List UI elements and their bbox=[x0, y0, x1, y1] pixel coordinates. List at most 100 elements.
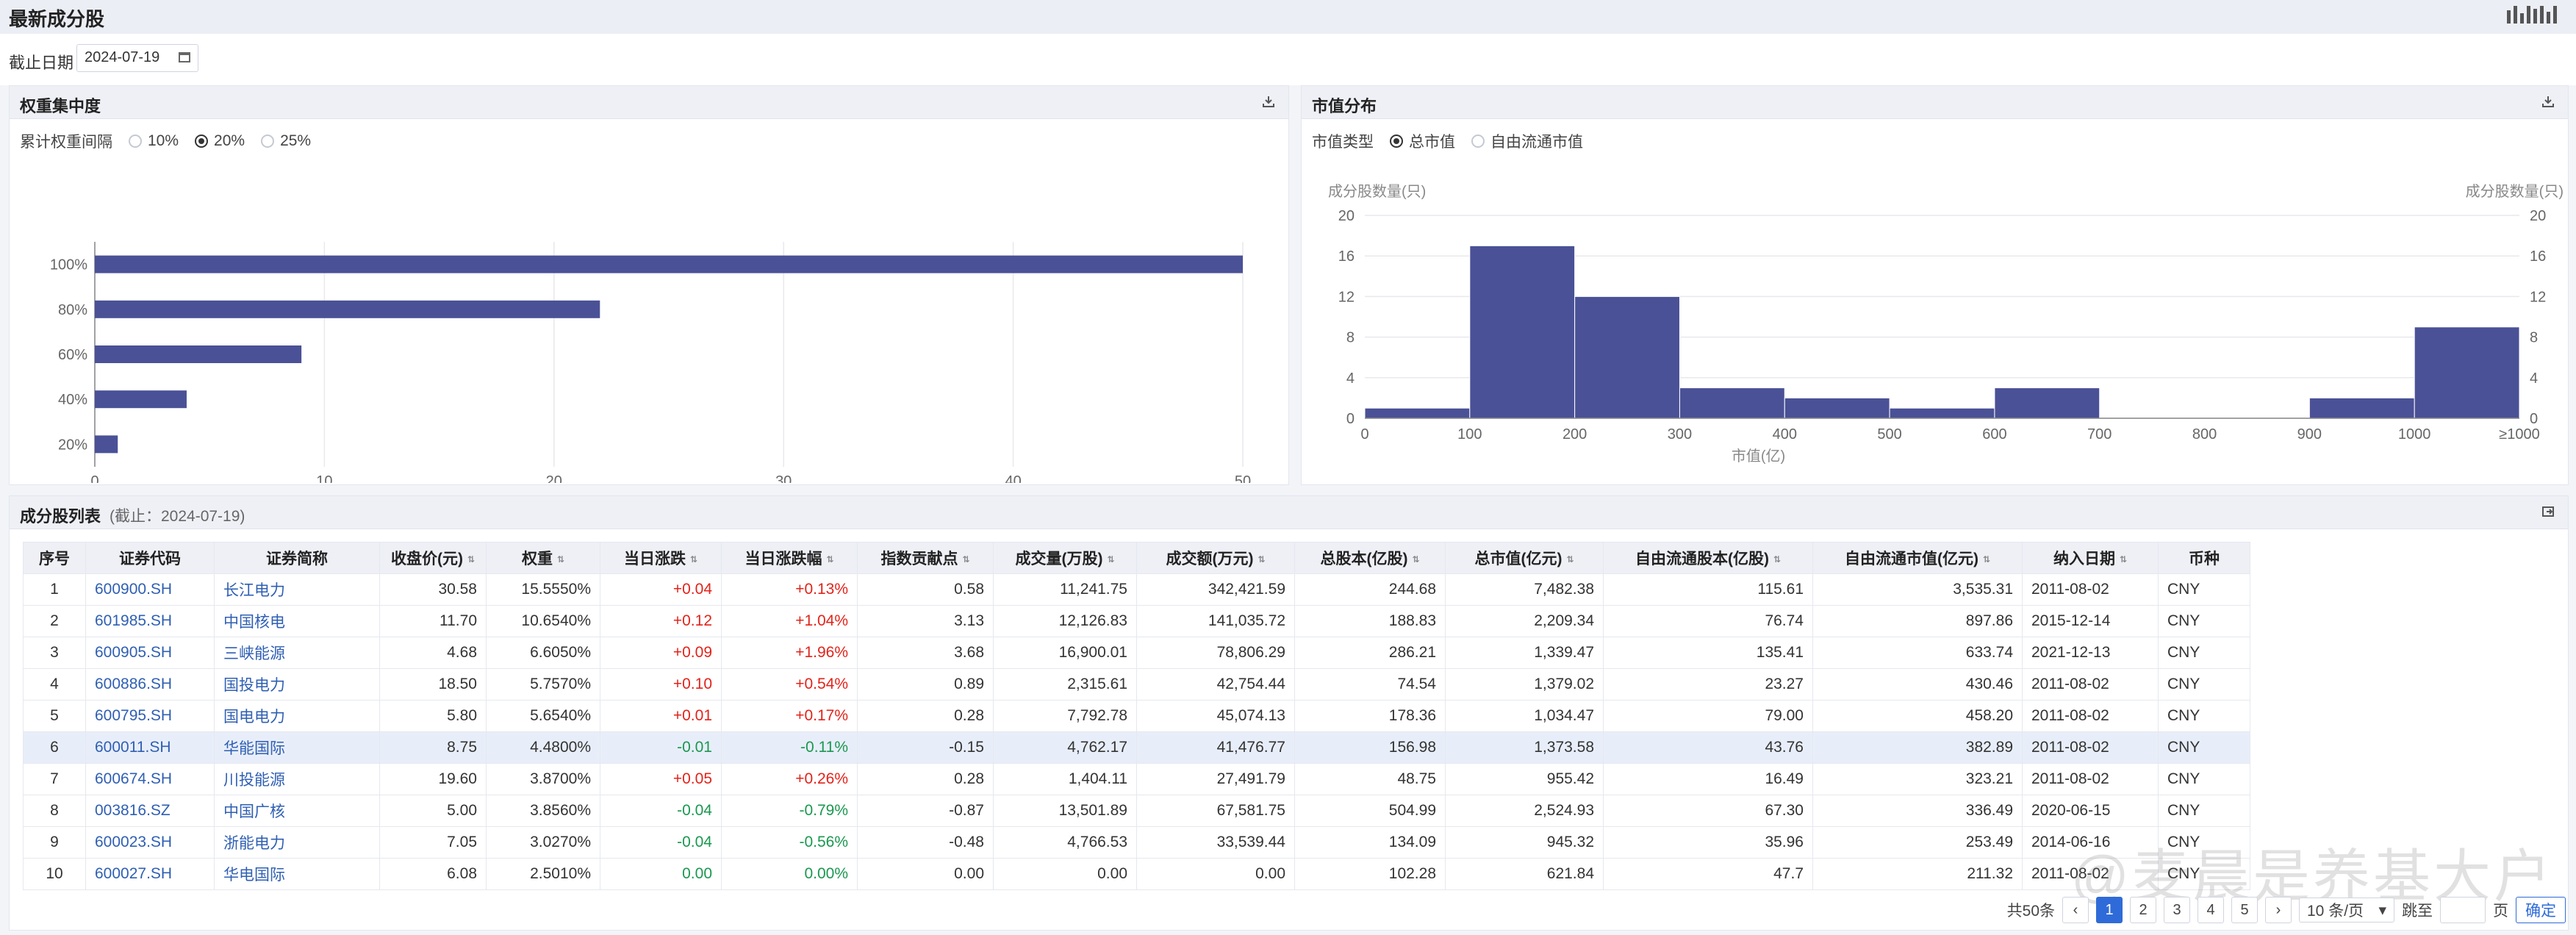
table-row[interactable]: 2 601985.SH 中国核电 11.70 10.6540% +0.12 +1.04% 3.… bbox=[23, 605, 2250, 637]
column-header[interactable]: 纳入日期 ⇅ bbox=[2022, 542, 2159, 574]
table-cell: 135.41 bbox=[1603, 637, 1813, 669]
table-cell: +0.54% bbox=[721, 668, 858, 701]
sort-icon[interactable]: ⇅ bbox=[1773, 554, 1782, 565]
prev-page-button[interactable]: ‹ bbox=[2062, 897, 2089, 923]
sort-icon[interactable]: ⇅ bbox=[962, 554, 970, 565]
table-cell: 76.74 bbox=[1603, 605, 1813, 637]
table-cell[interactable]: 国投电力 bbox=[214, 668, 380, 701]
total-count: 共50条 bbox=[2006, 903, 2055, 920]
page-button-4[interactable]: 4 bbox=[2198, 897, 2224, 923]
radio-free-float-mcap[interactable]: 自由流通市值 bbox=[1471, 130, 1583, 152]
table-cell: 504.99 bbox=[1294, 795, 1446, 827]
column-header-label: 证券简称 bbox=[266, 551, 328, 567]
table-row[interactable]: 9 600023.SH 浙能电力 7.05 3.0270% -0.04 -0.56% -0.4… bbox=[23, 826, 2250, 859]
page-button-1[interactable]: 1 bbox=[2096, 897, 2123, 923]
table-row[interactable]: 7 600674.SH 川投能源 19.60 3.8700% +0.05 +0.26% 0.2… bbox=[23, 763, 2250, 795]
table-cell[interactable]: 600027.SH bbox=[85, 858, 215, 890]
page-button-2[interactable]: 2 bbox=[2130, 897, 2156, 923]
column-header-label: 成交量(万股) bbox=[1015, 551, 1103, 567]
table-cell[interactable]: 华电国际 bbox=[214, 858, 380, 890]
column-header[interactable]: 权重 ⇅ bbox=[486, 542, 600, 574]
export-icon[interactable] bbox=[2541, 505, 2555, 518]
download-icon[interactable] bbox=[2541, 95, 2555, 108]
radio-label: 10% bbox=[148, 132, 179, 149]
sort-icon[interactable]: ⇅ bbox=[826, 554, 834, 565]
table-cell: 7 bbox=[23, 763, 86, 795]
barcode-icon[interactable] bbox=[2507, 4, 2566, 24]
table-row[interactable]: 6 600011.SH 华能国际 8.75 4.4800% -0.01 -0.11% -0.1… bbox=[23, 731, 2250, 764]
page-button-5[interactable]: 5 bbox=[2231, 897, 2258, 923]
table-row[interactable]: 4 600886.SH 国投电力 18.50 5.7570% +0.10 +0.54% 0.8… bbox=[23, 668, 2250, 701]
column-header[interactable]: 自由流通股本(亿股) ⇅ bbox=[1603, 542, 1813, 574]
download-icon[interactable] bbox=[1262, 95, 1275, 108]
jump-page-input[interactable] bbox=[2440, 897, 2486, 923]
table-row[interactable]: 3 600905.SH 三峡能源 4.68 6.6050% +0.09 +1.96% 3.68… bbox=[23, 637, 2250, 669]
sort-icon[interactable]: ⇅ bbox=[1566, 554, 1574, 565]
x-tick-label: 20 bbox=[546, 473, 562, 483]
table-cell: -0.79% bbox=[721, 795, 858, 827]
date-picker[interactable]: 2024-07-19 bbox=[76, 44, 198, 72]
table-cell[interactable]: 三峡能源 bbox=[214, 637, 380, 669]
table-cell[interactable]: 600900.SH bbox=[85, 573, 215, 606]
table-cell[interactable]: 600905.SH bbox=[85, 637, 215, 669]
radio-20pct[interactable]: 20% bbox=[195, 132, 245, 150]
sort-icon[interactable]: ⇅ bbox=[1257, 554, 1266, 565]
table-cell: 11,241.75 bbox=[993, 573, 1137, 606]
column-header[interactable]: 当日涨跌幅 ⇅ bbox=[721, 542, 858, 574]
table-row[interactable]: 8 003816.SZ 中国广核 5.00 3.8560% -0.04 -0.79% -0.8… bbox=[23, 795, 2250, 827]
page-title: 最新成分股 bbox=[9, 8, 105, 30]
table-cell[interactable]: 华能国际 bbox=[214, 731, 380, 764]
table-cell: 156.98 bbox=[1294, 731, 1446, 764]
page-button-3[interactable]: 3 bbox=[2164, 897, 2190, 923]
sort-icon[interactable]: ⇅ bbox=[689, 554, 698, 565]
table-cell: -0.87 bbox=[857, 795, 994, 827]
histogram-bar bbox=[2308, 397, 2415, 419]
table-cell[interactable]: 浙能电力 bbox=[214, 826, 380, 859]
radio-total-mcap[interactable]: 总市值 bbox=[1390, 130, 1455, 152]
column-header[interactable]: 总股本(亿股) ⇅ bbox=[1294, 542, 1446, 574]
radio-label: 20% bbox=[214, 132, 245, 149]
table-cell[interactable]: 600886.SH bbox=[85, 668, 215, 701]
table-row[interactable]: 5 600795.SH 国电电力 5.80 5.6540% +0.01 +0.17% 0.28… bbox=[23, 700, 2250, 732]
table-cell: 0.58 bbox=[857, 573, 994, 606]
sort-icon[interactable]: ⇅ bbox=[1412, 554, 1420, 565]
table-cell: 48.75 bbox=[1294, 763, 1446, 795]
table-cell: 35.96 bbox=[1603, 826, 1813, 859]
radio-25pct[interactable]: 25% bbox=[261, 132, 311, 150]
sort-icon[interactable]: ⇅ bbox=[1982, 554, 1991, 565]
table-cell[interactable]: 600795.SH bbox=[85, 700, 215, 732]
column-header-label: 证券代码 bbox=[119, 551, 181, 567]
column-header[interactable]: 总市值(亿元) ⇅ bbox=[1445, 542, 1604, 574]
table-cell[interactable]: 中国广核 bbox=[214, 795, 380, 827]
column-header[interactable]: 自由流通市值(亿元) ⇅ bbox=[1812, 542, 2023, 574]
table-cell[interactable]: 003816.SZ bbox=[85, 795, 215, 827]
table-cell[interactable]: 600011.SH bbox=[85, 731, 215, 764]
table-cell[interactable]: 国电电力 bbox=[214, 700, 380, 732]
column-header[interactable]: 当日涨跌 ⇅ bbox=[600, 542, 722, 574]
table-cell: 27,491.79 bbox=[1136, 763, 1295, 795]
table-cell[interactable]: 中国核电 bbox=[214, 605, 380, 637]
sort-icon[interactable]: ⇅ bbox=[556, 554, 565, 565]
table-row[interactable]: 1 600900.SH 长江电力 30.58 15.5550% +0.04 +0.13% 0.… bbox=[23, 573, 2250, 606]
table-cell[interactable]: 601985.SH bbox=[85, 605, 215, 637]
column-header[interactable]: 指数贡献点 ⇅ bbox=[857, 542, 994, 574]
sort-icon[interactable]: ⇅ bbox=[2119, 554, 2128, 565]
y-tick-label: 20% bbox=[58, 437, 87, 453]
table-cell: 342,421.59 bbox=[1136, 573, 1295, 606]
table-cell[interactable]: 长江电力 bbox=[214, 573, 380, 606]
next-page-button[interactable]: › bbox=[2265, 897, 2292, 923]
table-cell[interactable]: 600023.SH bbox=[85, 826, 215, 859]
table-cell[interactable]: 川投能源 bbox=[214, 763, 380, 795]
table-row[interactable]: 10 600027.SH 华电国际 6.08 2.5010% 0.00 0.00% 0.00 0… bbox=[23, 858, 2250, 890]
column-header[interactable]: 成交量(万股) ⇅ bbox=[993, 542, 1137, 574]
confirm-button[interactable]: 确定 bbox=[2516, 897, 2566, 923]
column-header-label: 成交额(万元) bbox=[1166, 551, 1254, 567]
page-size-select[interactable]: 10 条/页 ▾ bbox=[2299, 898, 2394, 923]
sort-icon[interactable]: ⇅ bbox=[467, 554, 476, 565]
radio-10pct[interactable]: 10% bbox=[129, 132, 179, 150]
table-cell[interactable]: 600674.SH bbox=[85, 763, 215, 795]
sort-icon[interactable]: ⇅ bbox=[1107, 554, 1115, 565]
table-cell: 78,806.29 bbox=[1136, 637, 1295, 669]
column-header[interactable]: 成交额(万元) ⇅ bbox=[1136, 542, 1295, 574]
column-header[interactable]: 收盘价(元) ⇅ bbox=[379, 542, 487, 574]
